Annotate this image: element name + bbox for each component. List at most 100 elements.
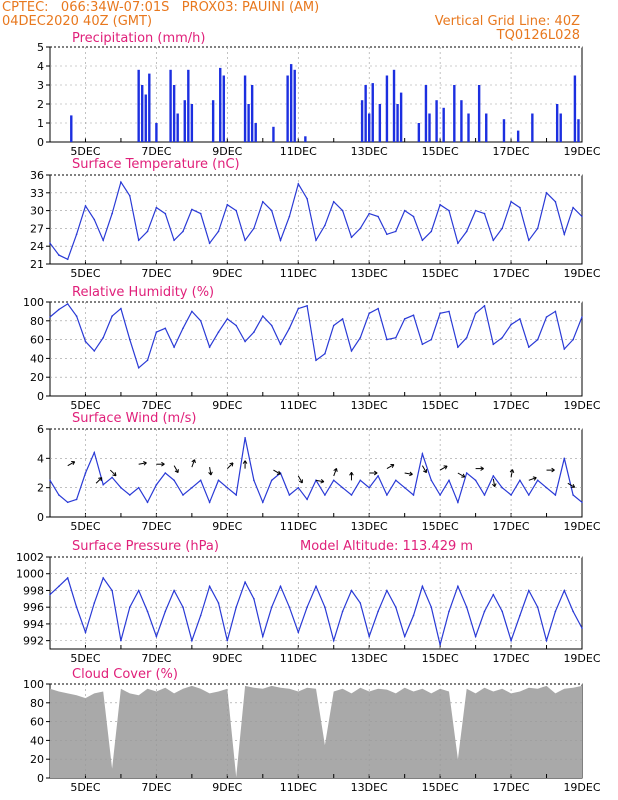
surface-pressure-tick-label-x: 7DEC bbox=[141, 652, 171, 665]
surface-pressure-point bbox=[448, 610, 450, 613]
precipitation-tick-label-y: 0 bbox=[37, 136, 44, 149]
surface-pressure-frame bbox=[49, 556, 583, 650]
precipitation-tick-label-x: 15DEC bbox=[422, 145, 459, 158]
surface-wind-point bbox=[199, 479, 202, 482]
surface-pressure-point bbox=[324, 606, 326, 608]
relative-humidity-point bbox=[554, 310, 557, 313]
wind-arrow bbox=[492, 478, 496, 487]
surface-wind-point bbox=[129, 494, 131, 496]
precipitation-tick-label-y: 4 bbox=[37, 60, 44, 73]
precipitation-bar bbox=[577, 119, 580, 142]
relative-humidity-point bbox=[430, 338, 433, 341]
precipitation-tick-label-x: 5DEC bbox=[70, 145, 100, 158]
precipitation-bar bbox=[555, 104, 559, 142]
relative-humidity-point bbox=[164, 327, 167, 330]
surface-wind-tick-label-x: 9DEC bbox=[212, 520, 242, 533]
cloud-cover-tick-label-x: 5DEC bbox=[70, 781, 100, 794]
precipitation-bar bbox=[222, 75, 225, 142]
relative-humidity-point bbox=[155, 331, 158, 333]
surface-temperature-series-line bbox=[49, 180, 583, 261]
surface-temperature-frame bbox=[49, 174, 583, 265]
surface-wind-point bbox=[297, 486, 300, 489]
precipitation-bar bbox=[424, 85, 428, 142]
relative-humidity-point bbox=[483, 305, 486, 307]
precipitation-bar bbox=[442, 107, 445, 142]
surface-temperature-tick-label-y: 30 bbox=[30, 205, 44, 218]
relative-humidity-point bbox=[297, 307, 300, 310]
relative-humidity-tick-label-y: 20 bbox=[30, 371, 44, 384]
surface-temperature-point bbox=[288, 215, 291, 218]
relative-humidity-point bbox=[111, 315, 113, 317]
cloud-cover-tick-label-y: 40 bbox=[30, 734, 44, 747]
surface-wind-point bbox=[146, 501, 149, 504]
precipitation-bar bbox=[453, 85, 456, 142]
relative-humidity-point bbox=[173, 346, 175, 348]
surface-pressure-point bbox=[208, 585, 211, 588]
precipitation-bar bbox=[392, 69, 396, 142]
wind-arrow-head bbox=[320, 479, 325, 484]
surface-pressure-point bbox=[474, 635, 477, 638]
cloud-cover-tick-label-y: 80 bbox=[30, 697, 44, 710]
surface-pressure-point bbox=[359, 602, 362, 604]
surface-pressure-point bbox=[129, 606, 131, 608]
wind-arrow bbox=[138, 462, 147, 465]
surface-pressure-point bbox=[439, 644, 441, 646]
cloud-cover-tick-label-x: 19DEC bbox=[563, 781, 600, 794]
relative-humidity-tick-label-y: 100 bbox=[23, 296, 44, 309]
header-station-line: CPTEC: 066:34W-07:01S PROX03: PAUINI (AM… bbox=[2, 0, 320, 15]
wind-arrow-head bbox=[409, 471, 413, 477]
cloud-cover-tick-label-x: 17DEC bbox=[493, 781, 530, 794]
surface-temperature-point bbox=[84, 205, 87, 207]
surface-temperature-tick-label-x: 5DEC bbox=[70, 267, 100, 280]
surface-pressure-point bbox=[111, 589, 113, 592]
relative-humidity-point bbox=[49, 316, 51, 318]
precipitation-bar bbox=[70, 115, 73, 142]
precipitation-tick-label-y: 3 bbox=[37, 79, 44, 92]
relative-humidity-point bbox=[510, 323, 512, 326]
wind-arrow-head bbox=[174, 469, 179, 474]
surface-wind-point bbox=[93, 451, 96, 454]
surface-pressure-point bbox=[244, 581, 246, 583]
relative-humidity-point bbox=[146, 359, 149, 362]
wind-arrow-head bbox=[333, 468, 338, 472]
surface-wind-point bbox=[572, 494, 574, 496]
wind-arrow bbox=[457, 472, 466, 478]
surface-temperature-point bbox=[377, 215, 379, 218]
surface-pressure-tick-label-x: 15DEC bbox=[422, 652, 459, 665]
surface-temperature-point bbox=[315, 239, 317, 242]
relative-humidity-point bbox=[501, 336, 504, 339]
surface-temperature-point bbox=[137, 239, 140, 242]
precipitation-tick-label-y: 5 bbox=[37, 41, 44, 54]
precipitation-bar bbox=[144, 94, 147, 142]
precipitation-tick-label-x: 11DEC bbox=[280, 145, 317, 158]
surface-wind-tick-label-x: 13DEC bbox=[351, 520, 388, 533]
surface-pressure-point bbox=[84, 631, 87, 634]
surface-wind-point bbox=[350, 494, 353, 496]
cloud-cover-tick-label-x: 11DEC bbox=[280, 781, 317, 794]
surface-temperature-tick-label-x: 19DEC bbox=[563, 267, 600, 280]
relative-humidity-point bbox=[332, 324, 335, 327]
relative-humidity-point bbox=[359, 336, 362, 339]
relative-humidity-point bbox=[536, 338, 539, 341]
cloud-cover-tick-label-x: 13DEC bbox=[351, 781, 388, 794]
panel-surface-pressure: Surface Pressure (hPa) Model Altitude: 1… bbox=[16, 539, 601, 665]
precipitation-title: Precipitation (mm/h) bbox=[72, 31, 205, 46]
surface-temperature-point bbox=[146, 230, 149, 233]
relative-humidity-point bbox=[377, 307, 379, 310]
wind-arrow bbox=[333, 468, 337, 477]
wind-arrow-head bbox=[276, 470, 281, 475]
wind-arrow bbox=[226, 462, 234, 469]
surface-wind-point bbox=[137, 486, 140, 489]
surface-temperature-point bbox=[465, 230, 468, 233]
precipitation-bar bbox=[272, 126, 275, 142]
surface-temperature-title: Surface Temperature (nC) bbox=[72, 157, 240, 172]
precipitation-bar bbox=[243, 75, 247, 142]
relative-humidity-point bbox=[528, 346, 530, 348]
surface-pressure-point bbox=[253, 598, 255, 600]
relative-humidity-point bbox=[395, 336, 397, 339]
surface-wind-point bbox=[536, 479, 539, 482]
relative-humidity-point bbox=[191, 310, 193, 313]
relative-humidity-point bbox=[412, 314, 415, 317]
wind-arrow-head bbox=[509, 469, 515, 473]
surface-temperature-point bbox=[448, 209, 450, 212]
